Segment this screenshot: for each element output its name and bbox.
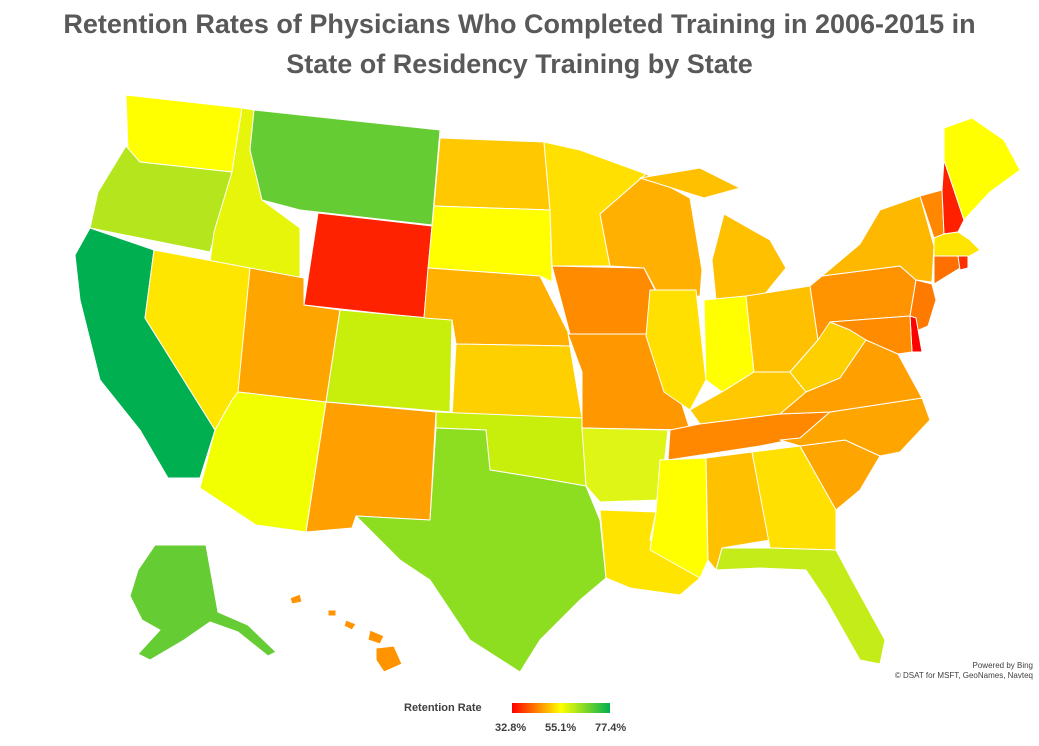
state-ga[interactable] <box>751 445 837 551</box>
state-ar[interactable] <box>581 427 669 503</box>
state-ak[interactable] <box>129 544 277 661</box>
state-tx[interactable] <box>355 427 607 673</box>
state-wy[interactable] <box>303 212 433 319</box>
state-ri[interactable] <box>957 255 969 271</box>
state-mt[interactable] <box>249 109 441 226</box>
state-me[interactable] <box>943 117 1021 221</box>
credit-line-2: © DSAT for MSFT, GeoNames, Navteq <box>894 671 1033 680</box>
legend-mid-label: 55.1% <box>545 722 577 734</box>
state-co[interactable] <box>325 309 453 413</box>
state-nd[interactable] <box>433 137 551 211</box>
state-nm[interactable] <box>305 401 437 533</box>
legend-min-label: 32.8% <box>495 722 527 734</box>
title-line-2: State of Residency Training by State <box>286 49 753 79</box>
map-credit: Powered by Bing © DSAT for MSFT, GeoName… <box>895 661 1033 681</box>
state-ia[interactable] <box>551 265 661 337</box>
credit-line-1: Powered by Bing <box>972 661 1033 670</box>
title-line-1: Retention Rates of Physicians Who Comple… <box>63 9 976 39</box>
state-md[interactable] <box>829 315 913 355</box>
state-ma[interactable] <box>933 231 981 259</box>
state-hi[interactable] <box>289 593 403 673</box>
legend-max-label: 77.4% <box>595 722 627 734</box>
state-ct[interactable] <box>933 255 961 285</box>
state-sd[interactable] <box>427 205 553 283</box>
state-ny[interactable] <box>821 195 935 283</box>
legend-title: Retention Rate <box>404 702 482 714</box>
state-fl[interactable] <box>715 547 886 665</box>
state-ks[interactable] <box>451 343 583 419</box>
state-or[interactable] <box>89 145 233 253</box>
map-title: Retention Rates of Physicians Who Comple… <box>0 4 1039 84</box>
legend-color-scale <box>512 703 610 713</box>
state-nc[interactable] <box>779 397 931 457</box>
state-wa[interactable] <box>125 94 243 173</box>
